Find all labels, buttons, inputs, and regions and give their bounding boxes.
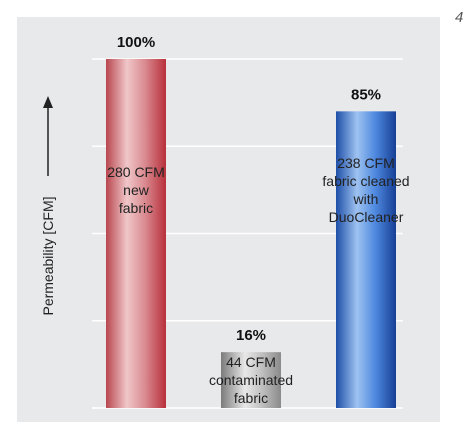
bar-caption-cleaned-fabric-line-1: fabric cleaned [322,173,409,189]
bars [106,59,396,408]
y-axis-label: Permeability [CFM] [40,96,56,316]
bar-contaminated-fabric [221,352,281,408]
bar-cleaned-fabric [336,111,396,408]
bar-value-label-new-fabric: 100% [117,34,155,51]
y-axis-arrow-head [43,96,53,108]
bar-caption-cleaned-fabric-line-3: DuoCleaner [329,209,404,225]
bar-new-fabric [106,59,166,408]
y-axis-title: Permeability [CFM] [40,196,56,315]
bar-value-label-cleaned-fabric: 85% [351,86,381,103]
bar-caption-new-fabric-line-2: fabric [119,200,153,216]
bar-caption-cleaned-fabric-line-0: 238 CFM [337,155,395,171]
bar-caption-contaminated-fabric-line-0: 44 CFM [226,354,276,370]
bar-caption-cleaned-fabric-line-2: with [353,191,379,207]
bar-caption-contaminated-fabric-line-1: contaminated [209,372,293,388]
figure-number: 4 [455,9,463,26]
bar-value-label-contaminated-fabric: 16% [236,327,266,344]
bar-caption-new-fabric-line-0: 280 CFM [107,164,165,180]
bar-labels: 100% 280 CFM new fabric 16% 44 CFM contaminate… [107,34,409,406]
bar-caption-contaminated-fabric-line-2: fabric [234,390,268,406]
bar-caption-new-fabric-line-1: new [123,182,150,198]
